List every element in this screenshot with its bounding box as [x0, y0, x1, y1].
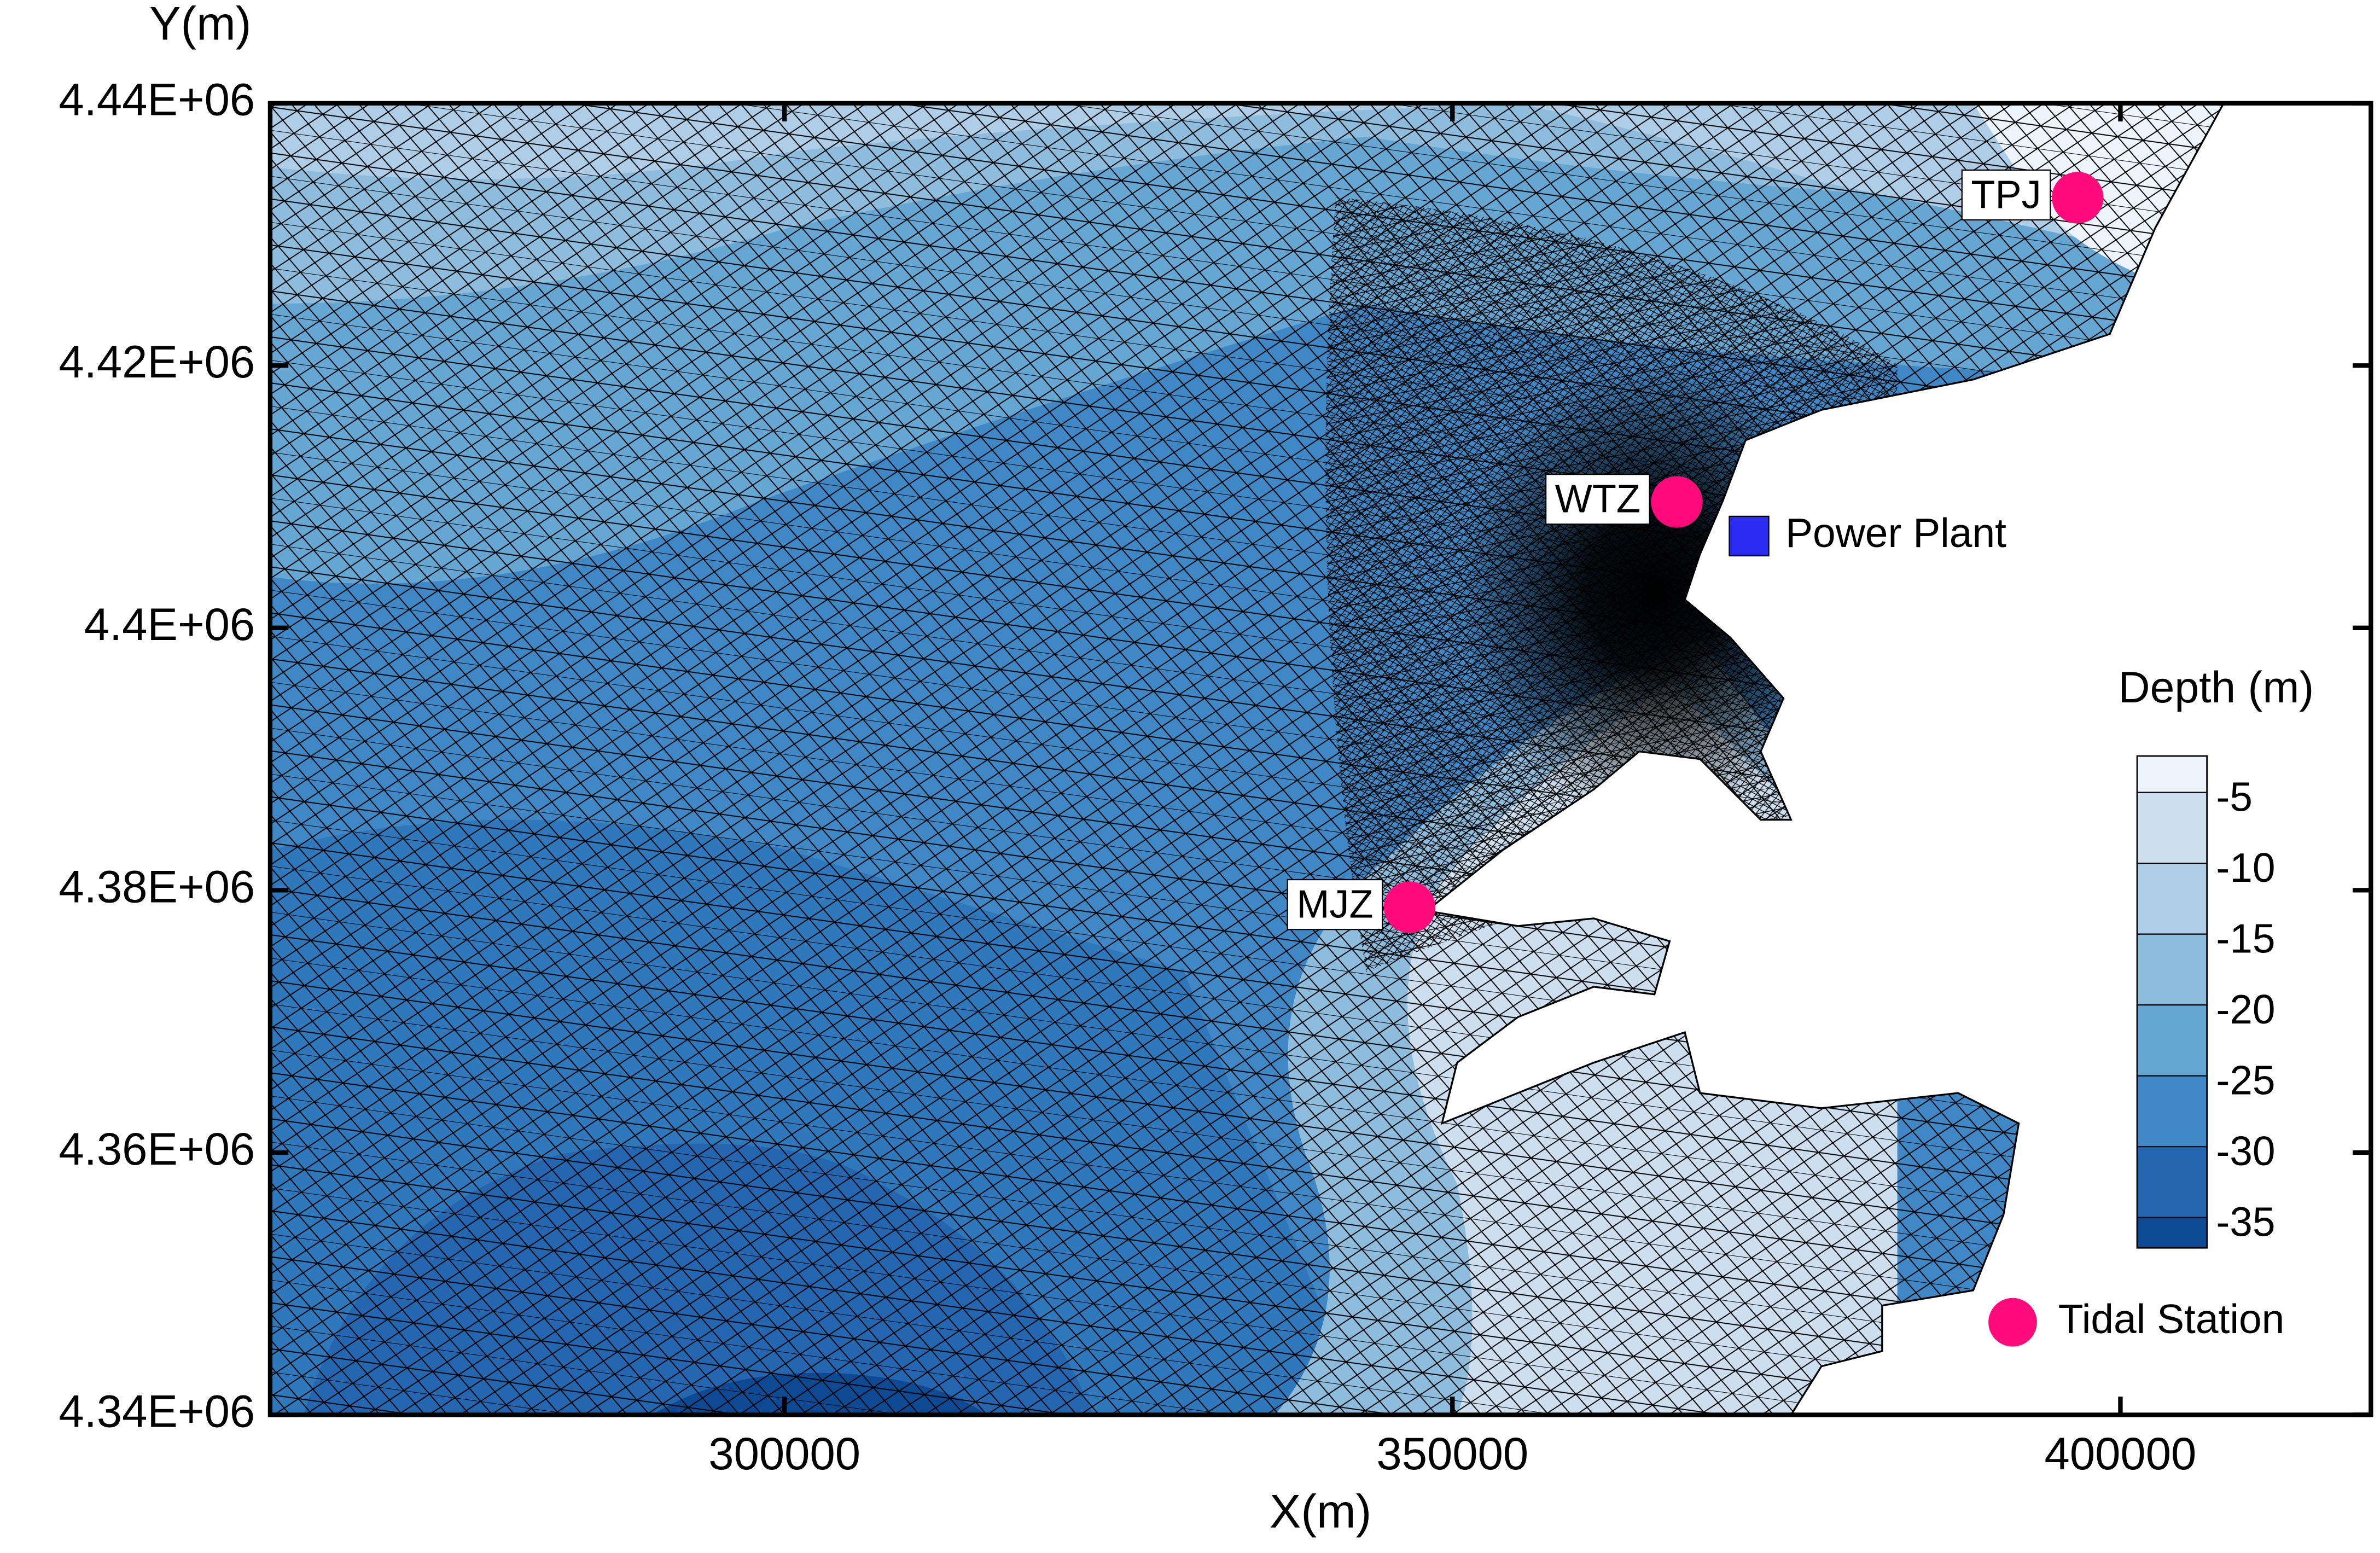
- colorbar-label: -30: [2216, 1128, 2275, 1174]
- land: [1424, 103, 2371, 1415]
- colorbar-label: -10: [2216, 845, 2275, 891]
- colorbar-band: [2137, 1075, 2207, 1147]
- colorbar-title: Depth (m): [2118, 663, 2314, 712]
- colorbar-label: -15: [2216, 915, 2275, 961]
- colorbar-label: -25: [2216, 1057, 2275, 1103]
- x-axis-label: X(m): [1270, 1485, 1371, 1538]
- colorbar-band: [2137, 934, 2207, 1005]
- y-tick-label: 4.36E+06: [59, 1124, 255, 1174]
- station-label-box: [1287, 879, 1383, 930]
- y-tick-label: 4.38E+06: [59, 861, 255, 912]
- colorbar-band: [2137, 792, 2207, 864]
- tidal-station: [1383, 881, 1436, 933]
- colorbar-label: -20: [2216, 986, 2275, 1032]
- colorbar-band: [2137, 1005, 2207, 1076]
- y-tick-label: 4.42E+06: [59, 336, 255, 387]
- colorbar-band: [2137, 1147, 2207, 1218]
- tidal-station: [1651, 476, 1703, 528]
- y-tick-label: 4.34E+06: [59, 1386, 255, 1436]
- station-label-box: [1961, 169, 2051, 221]
- colorbar-band: [2137, 756, 2207, 793]
- y-axis-label: Y(m): [149, 0, 251, 50]
- power-plant: [1729, 515, 1770, 557]
- colorbar-label: -5: [2216, 773, 2253, 819]
- station-label-box: [1545, 474, 1650, 525]
- station-label: TPJ: [1971, 173, 2041, 217]
- legend-label: Tidal Station: [2058, 1296, 2285, 1342]
- plot-frame: [267, 101, 2373, 1417]
- y-tick-label: 4.4E+06: [84, 599, 255, 650]
- legend-marker: [1988, 1298, 2037, 1347]
- colorbar-band: [2137, 863, 2207, 934]
- x-tick-label: 300000: [708, 1428, 860, 1479]
- station-label: WTZ: [1555, 478, 1640, 521]
- colorbar-frame: [2136, 755, 2208, 1249]
- x-tick-label: 350000: [1376, 1428, 1528, 1479]
- colorbar-label: -35: [2216, 1199, 2275, 1244]
- tidal-station: [2052, 172, 2104, 224]
- x-tick-label: 400000: [2045, 1428, 2197, 1479]
- depth-map: [270, 103, 2371, 1415]
- legend-label: Power Plant: [1785, 510, 2006, 556]
- colorbar-band: [2137, 1217, 2207, 1248]
- station-label: MJZ: [1296, 883, 1373, 927]
- y-tick-label: 4.44E+06: [59, 74, 255, 125]
